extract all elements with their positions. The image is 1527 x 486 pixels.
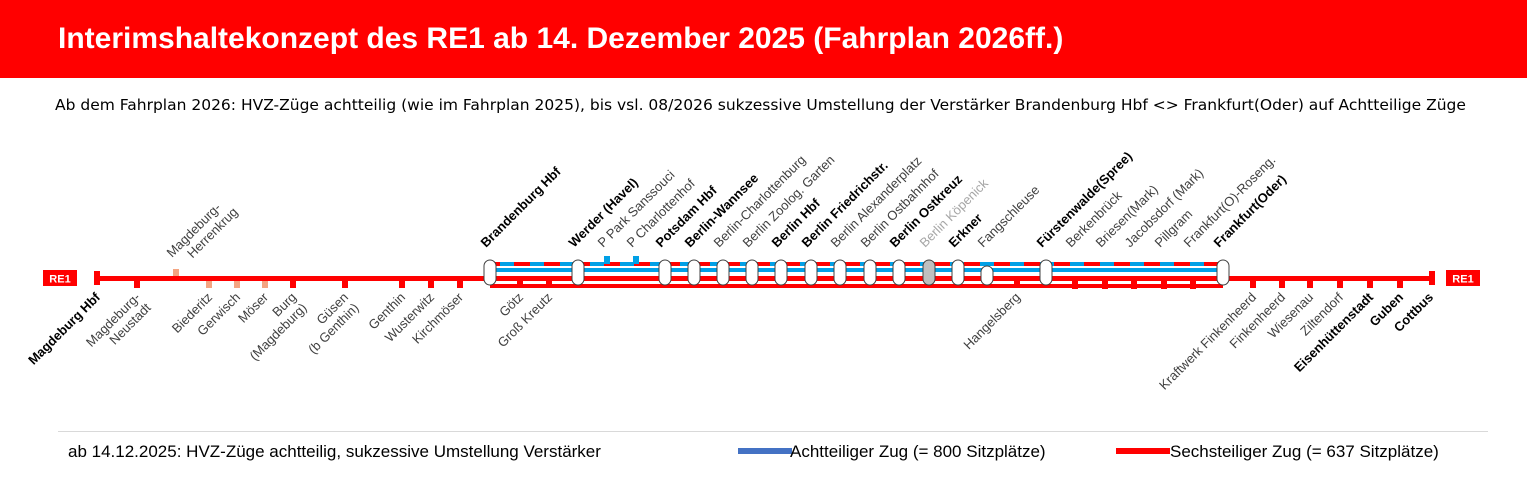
station-tick-below [290,281,296,288]
station-label-below: Güsen(b Genthin) [295,290,362,357]
line-badge-west: RE1 [49,274,70,286]
line-badge-east-box [1446,270,1480,286]
station-stop-capsule [774,259,788,286]
track-eight-car-dash [620,262,634,266]
track-eight-car-dash [560,262,574,266]
station-tick-below [1102,281,1108,289]
station-label-below: Magdeburg Hbf [25,289,103,367]
legend-label-eight-car: Achtteiliger Zug (= 800 Sitzplätze) [790,442,1046,461]
station-stop-capsule [571,259,585,286]
track-six-car-top [490,262,1223,266]
station-tick-below [1367,281,1373,288]
station-stop-capsule [804,259,818,286]
station-label-above: Brandenburg Hbf [478,163,565,250]
station-stop-capsule [892,259,906,286]
station-stop-capsule [922,259,936,286]
track-eight-car-dash [500,262,514,266]
station-stop-capsule [658,259,672,286]
station-tick-below [1190,281,1196,289]
page-title: Interimshaltekonzept des RE1 ab 14. Deze… [58,22,1064,55]
station-stop-capsule [687,259,701,286]
line-badge-east: RE1 [1452,274,1473,286]
station-tick-eight-car [633,256,639,264]
track-eight-car-dash [1130,262,1144,266]
footer-note: ab 14.12.2025: HVZ-Züge achtteilig, sukz… [68,442,601,461]
legend-swatch-eight-car [738,448,792,454]
line-badge-west-box [43,270,77,286]
station-tick-below [234,281,240,288]
footer-divider [58,431,1488,432]
station-tick-above [173,269,179,276]
station-tick-below [1072,281,1078,289]
station-label-above: Magdeburg-Herrenkrug [164,194,241,271]
station-tick-below [1279,281,1285,288]
station-stop-capsule [863,259,877,286]
line-end-cap-east [1429,271,1435,285]
station-tick-below [1014,281,1020,288]
station-label-below: Burg(Magdeburg) [236,290,310,364]
station-stop-capsule [1039,259,1053,286]
track-eight-car-dash [650,262,664,266]
track-six-car-bottom [490,284,1223,288]
track-eight-car-dash [1100,262,1114,266]
track-eight-car-dash [980,262,994,266]
legend-label-six-car: Sechsteiliger Zug (= 637 Sitzplätze) [1170,442,1439,461]
station-tick-below [1250,281,1256,288]
station-stop-capsule [483,259,497,286]
station-tick-below [457,281,463,288]
track-eight-car-dash [590,262,604,266]
station-tick-eight-car [604,256,610,264]
track-eight-car [490,268,1223,272]
station-stop-capsule [716,259,730,286]
station-tick-below [134,281,140,288]
station-tick-below [1307,281,1313,288]
station-tick-below [1337,281,1343,288]
station-tick-below [1161,281,1167,289]
station-tick-below [342,281,348,288]
station-tick-below [206,281,212,288]
station-tick-below [399,281,405,288]
station-label-below: Groß Kreutz [494,290,555,351]
station-stop-capsule [1216,259,1230,286]
station-label-below: Möser [235,289,272,326]
station-label-below: Hangelsberg [960,290,1023,353]
legend-swatch-six-car [1116,448,1170,454]
station-tick-below [1397,281,1403,288]
track-eight-car-dash [1070,262,1084,266]
track-eight-car-dash [1010,262,1024,266]
station-tick-below [517,281,523,288]
track-eight-car-dash [680,262,694,266]
track-six-car-main [490,276,1223,281]
station-stop-capsule [980,265,994,286]
station-stop-capsule [951,259,965,286]
station-stop-capsule [745,259,759,286]
station-tick-below [428,281,434,288]
title-banner: Interimshaltekonzept des RE1 ab 14. Deze… [0,0,1527,78]
track-eight-car-dash [1190,262,1204,266]
line-end-cap-west [94,271,100,285]
station-tick-below [262,281,268,288]
station-tick-below [1131,281,1137,289]
track-eight-car-dash [1160,262,1174,266]
page-subtitle: Ab dem Fahrplan 2026: HVZ-Züge achtteili… [55,96,1466,114]
station-stop-capsule [833,259,847,286]
station-tick-below [546,281,552,288]
track-eight-car-dash [530,262,544,266]
